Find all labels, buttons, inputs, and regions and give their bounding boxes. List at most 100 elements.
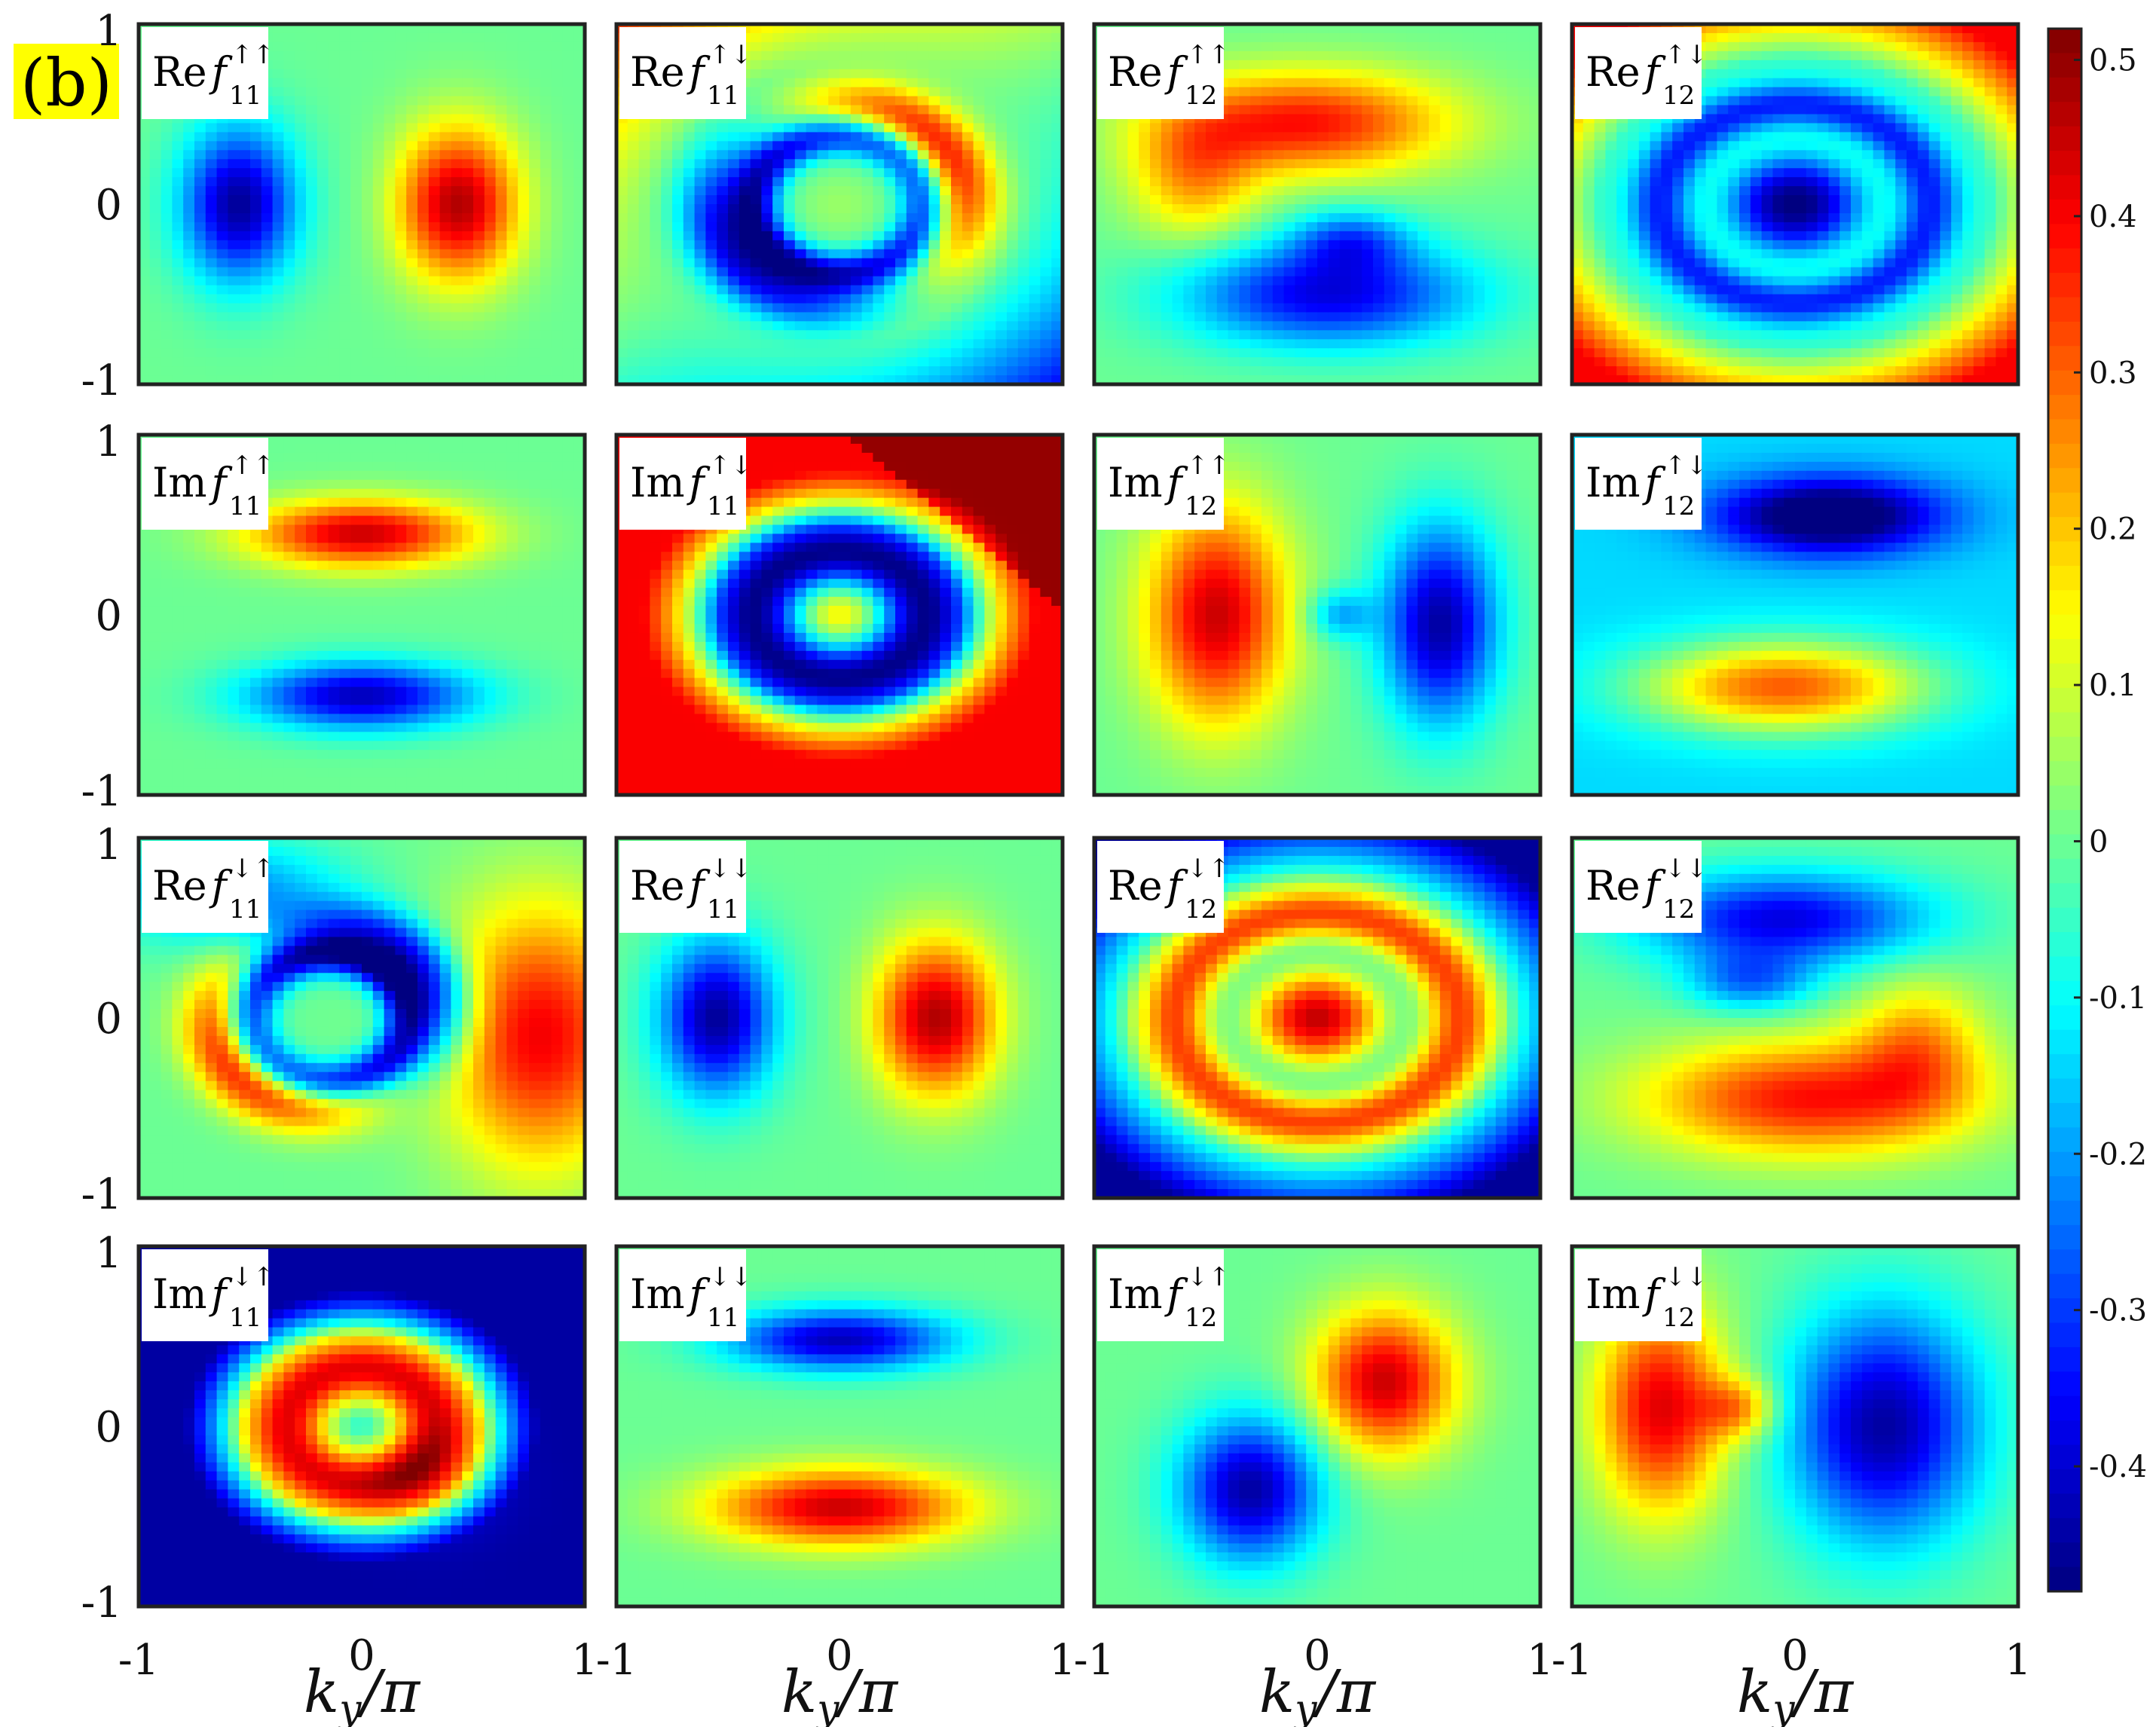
heatmap-cell <box>1017 348 1030 358</box>
heatmap-cell <box>1206 150 1218 160</box>
heatmap-cell <box>1594 303 1607 313</box>
heatmap-cell <box>540 321 552 332</box>
heatmap-cell <box>750 240 763 250</box>
heatmap-cell <box>406 32 418 43</box>
heatmap-cell <box>573 357 586 367</box>
heatmap-cell <box>462 294 474 304</box>
heatmap-cell <box>1594 177 1607 187</box>
heatmap-cell <box>705 222 717 232</box>
heatmap-cell <box>895 294 907 304</box>
heatmap-cell <box>406 204 418 214</box>
heatmap-cell <box>1518 123 1530 133</box>
heatmap-cell <box>616 267 628 277</box>
heatmap-cell <box>406 303 418 313</box>
heatmap-panel: Re f ↑↓11 <box>614 22 1065 387</box>
heatmap-cell <box>529 96 541 106</box>
heatmap-cell <box>1029 204 1041 214</box>
heatmap-cell <box>205 240 218 250</box>
heatmap-cell <box>794 132 807 142</box>
heatmap-cell <box>1228 186 1240 196</box>
heatmap-cell <box>1161 267 1173 277</box>
heatmap-cell <box>216 348 229 358</box>
heatmap-cell <box>272 24 285 34</box>
heatmap-cell <box>1429 258 1441 268</box>
heatmap-cell <box>228 258 240 268</box>
heatmap-cell <box>784 96 796 106</box>
heatmap-cell <box>395 60 407 70</box>
heatmap-cell <box>917 267 930 277</box>
heatmap-cell <box>683 141 696 151</box>
heatmap-cell <box>1439 285 1452 295</box>
heatmap-cell <box>1518 60 1530 70</box>
heatmap-cell <box>484 339 497 349</box>
heatmap-cell <box>817 303 829 313</box>
heatmap-cell <box>462 24 474 34</box>
heatmap-cell <box>806 186 818 196</box>
heatmap-cell <box>1605 123 1617 133</box>
heatmap-cell <box>1373 87 1385 97</box>
heatmap-cell <box>1451 249 1463 259</box>
heatmap-cell <box>1127 267 1139 277</box>
heatmap-cell <box>462 249 474 259</box>
heatmap-cell <box>451 294 463 304</box>
heatmap-cell <box>406 41 418 52</box>
heatmap-cell <box>717 123 729 133</box>
heatmap-cell <box>395 249 407 259</box>
heatmap-cell <box>1506 141 1519 151</box>
heatmap-cell <box>1605 186 1617 196</box>
heatmap-cell <box>1605 357 1617 367</box>
heatmap-cell <box>1317 212 1329 223</box>
heatmap-cell <box>1161 321 1173 332</box>
heatmap-cell <box>784 114 796 124</box>
heatmap-cell <box>1017 186 1030 196</box>
heatmap-cell <box>295 240 307 250</box>
heatmap-cell <box>495 357 508 367</box>
heatmap-cell <box>261 123 274 133</box>
heatmap-cell <box>1161 222 1173 232</box>
heatmap-cell <box>1473 32 1485 43</box>
heatmap-cell <box>194 267 206 277</box>
heatmap-cell <box>884 321 896 332</box>
heatmap-cell <box>906 312 919 322</box>
heatmap-cell <box>484 96 497 106</box>
heatmap-cell <box>817 366 829 376</box>
heatmap-cell <box>261 204 274 214</box>
heatmap-cell <box>462 123 474 133</box>
heatmap-cell <box>1029 222 1041 232</box>
heatmap-cell <box>1373 132 1385 142</box>
heatmap-cell <box>627 366 640 376</box>
heatmap-cell <box>861 41 874 52</box>
heatmap-cell <box>350 312 362 322</box>
heatmap-cell <box>1029 294 1041 304</box>
heatmap-cell <box>1261 195 1274 205</box>
heatmap-cell <box>395 50 407 61</box>
heatmap-cell <box>772 114 784 124</box>
heatmap-cell <box>149 348 162 358</box>
heatmap-cell <box>1485 132 1497 142</box>
heatmap-cell <box>683 195 696 205</box>
heatmap-cell <box>216 249 229 259</box>
heatmap-cell <box>473 294 485 304</box>
heatmap-cell <box>1139 231 1151 241</box>
heatmap-cell <box>1362 186 1374 196</box>
heatmap-cell <box>772 330 784 341</box>
heatmap-cell <box>1139 240 1151 250</box>
heatmap-cell <box>1406 186 1418 196</box>
heatmap-cell <box>1194 312 1206 322</box>
heatmap-cell <box>1473 339 1485 349</box>
heatmap-cell <box>506 285 518 295</box>
heatmap-cell <box>473 150 485 160</box>
heatmap-cell <box>395 186 407 196</box>
heatmap-cell <box>395 204 407 214</box>
heatmap-cell <box>1283 222 1296 232</box>
heatmap-cell <box>1283 294 1296 304</box>
heatmap-cell <box>417 60 430 70</box>
heatmap-cell <box>1406 96 1418 106</box>
heatmap-cell <box>261 348 274 358</box>
heatmap-cell <box>1317 150 1329 160</box>
heatmap-cell <box>1105 294 1118 304</box>
heatmap-cell <box>817 204 829 214</box>
heatmap-cell <box>839 204 852 214</box>
heatmap-cell <box>1362 267 1374 277</box>
heatmap-cell <box>1161 357 1173 367</box>
